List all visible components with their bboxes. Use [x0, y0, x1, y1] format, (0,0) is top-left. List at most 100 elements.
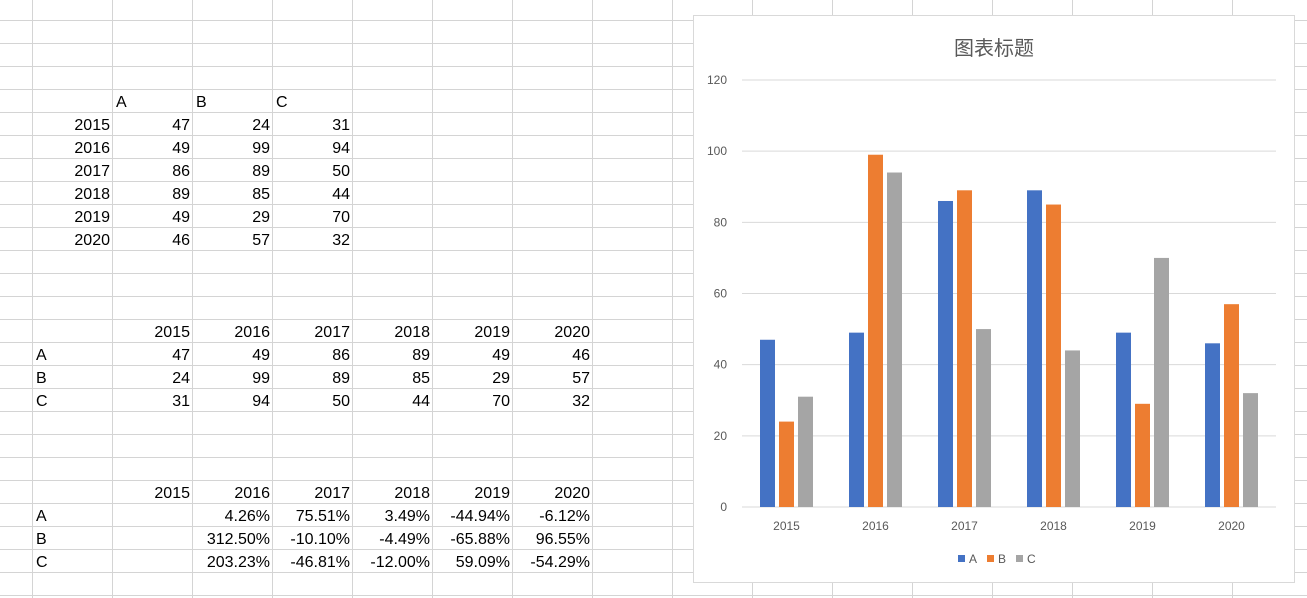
table1-header-c[interactable]: C	[276, 94, 288, 111]
table1-header-a[interactable]: A	[116, 94, 127, 111]
legend-swatch	[1016, 555, 1023, 562]
table2-cell[interactable]: 89	[332, 370, 350, 387]
table1-cell[interactable]: 50	[332, 163, 350, 180]
y-tick-label: 100	[707, 144, 727, 158]
table2-cell[interactable]: 86	[332, 347, 350, 364]
table3-cell[interactable]: -44.94%	[450, 508, 510, 525]
table2-cell[interactable]: 32	[572, 393, 590, 410]
table3-cell[interactable]: -54.29%	[530, 554, 590, 571]
y-tick-label: 120	[707, 73, 727, 87]
legend-label: A	[969, 552, 977, 566]
table3-cell[interactable]: -12.00%	[370, 554, 430, 571]
table2-cell[interactable]: 49	[492, 347, 510, 364]
table3-cell[interactable]: 4.26%	[224, 508, 270, 525]
table1-cell[interactable]: 70	[332, 209, 350, 226]
table2-cell[interactable]: 46	[572, 347, 590, 364]
bar-b	[779, 421, 794, 507]
chart-plot: 0 20 40 60 80 100 120 2015 2016 2017 2018 2019 2020 A…	[707, 73, 1276, 566]
bar-c	[1154, 257, 1169, 507]
table2-header[interactable]: 2017	[314, 324, 350, 341]
table3-cell[interactable]: -6.12%	[539, 508, 590, 525]
table1-row-year[interactable]: 2015	[74, 117, 110, 134]
table2-cell[interactable]: 24	[172, 370, 190, 387]
table3-header[interactable]: 2018	[394, 485, 430, 502]
table2-cell[interactable]: 70	[492, 393, 510, 410]
bar-c	[798, 396, 813, 507]
table2-cell[interactable]: 89	[412, 347, 430, 364]
table3-row-label[interactable]: B	[36, 531, 47, 548]
table2-cell[interactable]: 50	[332, 393, 350, 410]
table2-row-label[interactable]: B	[36, 370, 47, 387]
chart-title[interactable]: 图表标题	[954, 36, 1034, 60]
table1-cell[interactable]: 32	[332, 232, 350, 249]
table1-cell[interactable]: 44	[332, 186, 350, 203]
table1-cell[interactable]: 94	[332, 140, 350, 157]
legend-label: C	[1027, 552, 1036, 566]
table2-header[interactable]: 2015	[154, 324, 190, 341]
table3-cell[interactable]: -65.88%	[450, 531, 510, 548]
table1-row-year[interactable]: 2018	[74, 186, 110, 203]
table1-cell[interactable]: 47	[172, 117, 190, 134]
table3-header[interactable]: 2020	[554, 485, 590, 502]
table2-row-label[interactable]: A	[36, 347, 47, 364]
table1-cell[interactable]: 86	[172, 163, 190, 180]
table1-cell[interactable]: 46	[172, 232, 190, 249]
table1-cell[interactable]: 85	[252, 186, 270, 203]
table2-cell[interactable]: 47	[172, 347, 190, 364]
table3-header[interactable]: 2019	[474, 485, 510, 502]
table3-header[interactable]: 2016	[234, 485, 270, 502]
bar-c	[1065, 350, 1080, 507]
table2-header[interactable]: 2020	[554, 324, 590, 341]
bar-chart[interactable]: 图表标题 0 20 40 60 80 100 120 2015 2016 2017 2018 2019…	[693, 15, 1295, 583]
table2-cell[interactable]: 49	[252, 347, 270, 364]
table1-row-year[interactable]: 2016	[74, 140, 110, 157]
table1-row-year[interactable]: 2020	[74, 232, 110, 249]
table1-cell[interactable]: 89	[172, 186, 190, 203]
bar-b	[1224, 304, 1239, 507]
table2-cell[interactable]: 94	[252, 393, 270, 410]
table3-cell[interactable]: 3.49%	[384, 508, 430, 525]
table3-cell[interactable]: -46.81%	[290, 554, 350, 571]
x-tick-label: 2019	[1129, 519, 1156, 533]
table3-cell[interactable]: 96.55%	[535, 531, 590, 548]
bar-a	[1027, 190, 1042, 507]
table2-cell[interactable]: 57	[572, 370, 590, 387]
x-tick-label: 2020	[1218, 519, 1245, 533]
table1-cell[interactable]: 49	[172, 140, 190, 157]
table3-row-label[interactable]: C	[36, 554, 48, 571]
table1-cell[interactable]: 31	[332, 117, 350, 134]
table3-cell[interactable]: -10.10%	[290, 531, 350, 548]
y-tick-label: 0	[720, 500, 727, 514]
table2-cell[interactable]: 44	[412, 393, 430, 410]
table1-cell[interactable]: 89	[252, 163, 270, 180]
table2-header[interactable]: 2019	[474, 324, 510, 341]
table1-cell[interactable]: 29	[252, 209, 270, 226]
table3-cell[interactable]: 203.23%	[206, 554, 270, 571]
table3-header[interactable]: 2017	[314, 485, 350, 502]
table2-header[interactable]: 2018	[394, 324, 430, 341]
table1-header-b[interactable]: B	[196, 94, 207, 111]
table3-cell[interactable]: 312.50%	[206, 531, 270, 548]
table1-cell[interactable]: 57	[252, 232, 270, 249]
table3-cell[interactable]: 59.09%	[455, 554, 510, 571]
table1-row-year[interactable]: 2017	[74, 163, 110, 180]
bar-b	[1135, 403, 1150, 507]
table2-cell[interactable]: 31	[172, 393, 190, 410]
table1-cell[interactable]: 99	[252, 140, 270, 157]
table3-header[interactable]: 2015	[154, 485, 190, 502]
table2-cell[interactable]: 29	[492, 370, 510, 387]
table1-row-year[interactable]: 2019	[74, 209, 110, 226]
table2-cell[interactable]: 99	[252, 370, 270, 387]
table2-row-label[interactable]: C	[36, 393, 48, 410]
x-tick-label: 2018	[1040, 519, 1067, 533]
table2-cell[interactable]: 85	[412, 370, 430, 387]
x-tick-label: 2016	[862, 519, 889, 533]
bar-b	[957, 190, 972, 507]
table2-header[interactable]: 2016	[234, 324, 270, 341]
table3-row-label[interactable]: A	[36, 508, 47, 525]
table1-cell[interactable]: 24	[252, 117, 270, 134]
table3-cell[interactable]: 75.51%	[295, 508, 350, 525]
table3-cell[interactable]: -4.49%	[379, 531, 430, 548]
bar-c	[1243, 393, 1258, 507]
table1-cell[interactable]: 49	[172, 209, 190, 226]
